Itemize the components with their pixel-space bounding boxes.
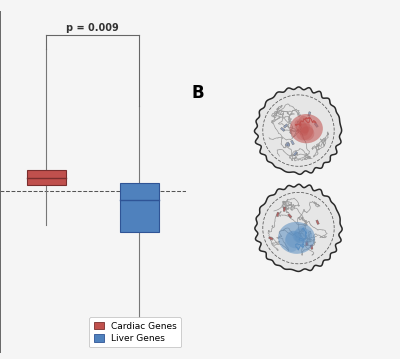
Ellipse shape	[278, 222, 315, 254]
Polygon shape	[288, 214, 292, 218]
Ellipse shape	[286, 230, 303, 248]
Polygon shape	[276, 212, 279, 217]
Ellipse shape	[300, 126, 314, 141]
Polygon shape	[280, 127, 285, 131]
Ellipse shape	[294, 226, 307, 243]
Ellipse shape	[293, 228, 312, 244]
Polygon shape	[284, 124, 288, 128]
Polygon shape	[308, 112, 311, 116]
Polygon shape	[316, 220, 319, 225]
Polygon shape	[255, 184, 342, 271]
Polygon shape	[286, 142, 290, 146]
Text: B: B	[191, 84, 204, 102]
Text: p = 0.009: p = 0.009	[66, 23, 119, 33]
Polygon shape	[291, 140, 294, 145]
Ellipse shape	[285, 231, 300, 252]
Polygon shape	[254, 87, 342, 174]
Polygon shape	[285, 143, 290, 146]
FancyBboxPatch shape	[27, 170, 66, 185]
Ellipse shape	[290, 114, 323, 143]
Ellipse shape	[298, 116, 310, 134]
FancyBboxPatch shape	[120, 183, 159, 233]
Polygon shape	[293, 151, 298, 156]
Polygon shape	[268, 237, 273, 240]
Polygon shape	[310, 245, 313, 250]
Polygon shape	[314, 123, 318, 127]
Polygon shape	[283, 207, 286, 211]
Ellipse shape	[296, 123, 313, 140]
Ellipse shape	[294, 119, 308, 136]
Legend: Cardiac Genes, Liver Genes: Cardiac Genes, Liver Genes	[89, 317, 181, 347]
Polygon shape	[306, 241, 308, 246]
